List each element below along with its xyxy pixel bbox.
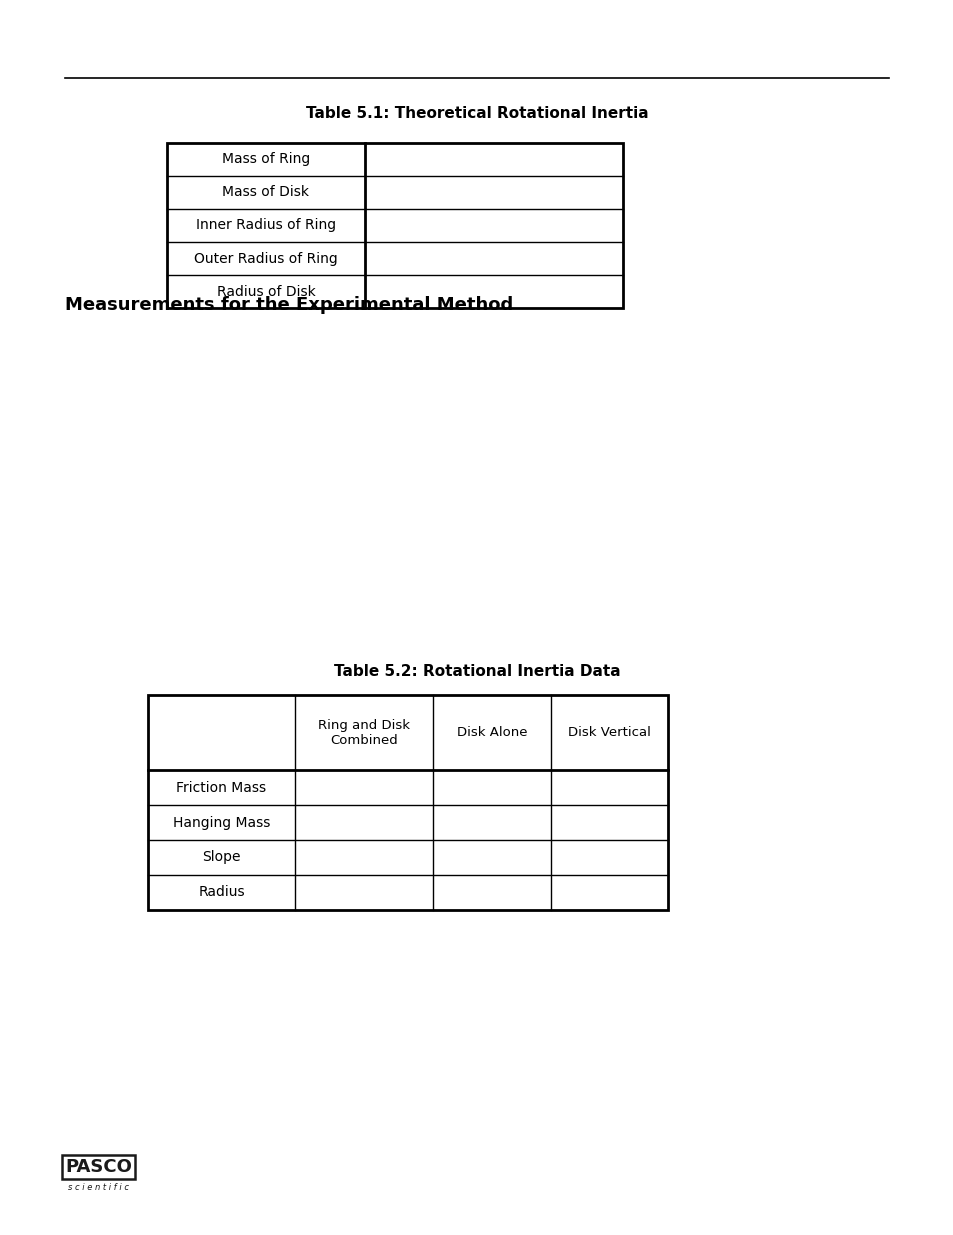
Text: Hanging Mass: Hanging Mass	[172, 815, 270, 830]
Bar	[148, 695, 667, 910]
Text: Inner Radius of Ring: Inner Radius of Ring	[195, 219, 335, 232]
Text: Friction Mass: Friction Mass	[176, 781, 266, 794]
Text: Table 5.2: Rotational Inertia Data: Table 5.2: Rotational Inertia Data	[334, 663, 619, 678]
Text: Mass of Disk: Mass of Disk	[222, 185, 309, 200]
Text: Disk Alone: Disk Alone	[456, 726, 527, 739]
Text: Disk Vertical: Disk Vertical	[567, 726, 650, 739]
Text: Ring and Disk
Combined: Ring and Disk Combined	[317, 719, 410, 746]
Text: Mass of Ring: Mass of Ring	[222, 152, 310, 167]
Bar	[167, 143, 622, 308]
Text: PASCO: PASCO	[65, 1158, 132, 1176]
Text: Outer Radius of Ring: Outer Radius of Ring	[193, 252, 337, 266]
Text: Radius of Disk: Radius of Disk	[216, 284, 315, 299]
Text: s c i e n t i f i c: s c i e n t i f i c	[68, 1182, 129, 1192]
Text: Table 5.1: Theoretical Rotational Inertia: Table 5.1: Theoretical Rotational Inerti…	[305, 105, 648, 121]
Text: Slope: Slope	[202, 851, 240, 864]
Text: Radius: Radius	[198, 885, 245, 899]
Text: Measurements for the Experimental Method: Measurements for the Experimental Method	[65, 296, 513, 314]
